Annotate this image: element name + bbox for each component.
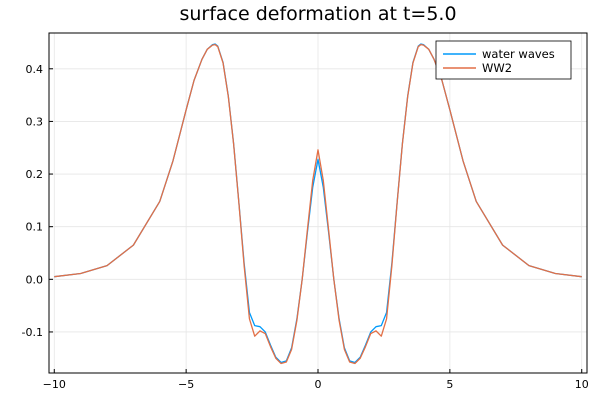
y-tick-label: -0.1	[22, 326, 43, 339]
y-tick-label: 0.1	[26, 221, 44, 234]
y-tick-label: 0.3	[26, 115, 44, 128]
y-tick-label: 0.0	[26, 273, 44, 286]
legend-box	[435, 40, 572, 80]
x-tick-label: −5	[178, 378, 194, 391]
legend-label-water-waves: water waves	[482, 47, 555, 61]
series-line-ww2	[54, 43, 582, 365]
axis-ticks: −10 −5 0 5 10 -0.1 0.0 0.1 0.2 0.3 0.4	[22, 63, 589, 391]
x-tick-label: 0	[315, 378, 322, 391]
series-lines	[54, 43, 582, 365]
x-tick-label: 5	[446, 378, 453, 391]
grid	[49, 33, 587, 373]
x-tick-label: −10	[43, 378, 66, 391]
legend-label-ww2: WW2	[482, 61, 512, 75]
y-tick-label: 0.4	[26, 63, 44, 76]
legend: water waves WW2	[435, 40, 572, 80]
y-tick-label: 0.2	[26, 168, 44, 181]
x-tick-label: 10	[575, 378, 589, 391]
chart-title: surface deformation at t=5.0	[179, 3, 456, 25]
